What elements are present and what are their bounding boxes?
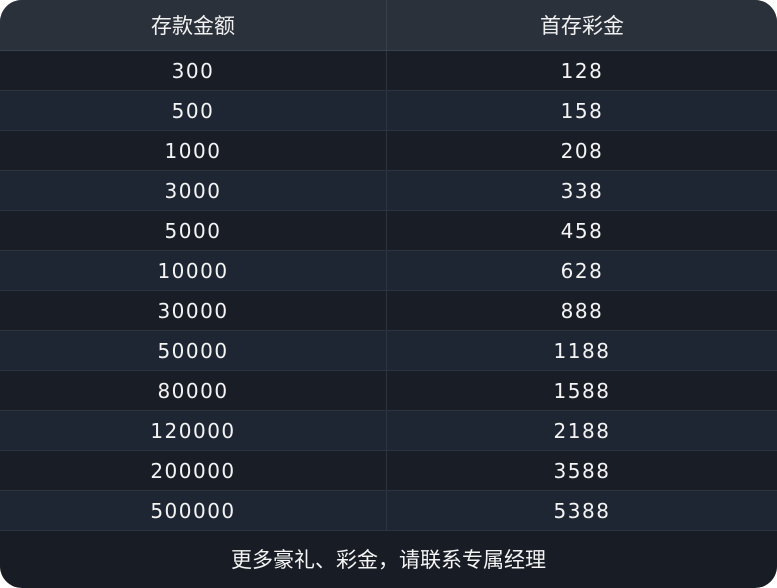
table-row: 80000 1588 xyxy=(0,371,777,411)
deposit-amount-cell: 500000 xyxy=(150,498,236,523)
deposit-amount-cell: 80000 xyxy=(157,378,229,403)
bonus-cell: 1188 xyxy=(386,331,777,370)
table-row: 30000 888 xyxy=(0,291,777,331)
bonus-cell: 628 xyxy=(386,251,777,290)
bonus-cell: 458 xyxy=(386,211,777,250)
footer-note: 更多豪礼、彩金，请联系专属经理 xyxy=(0,531,777,587)
table-row: 300 128 xyxy=(0,51,777,91)
deposit-amount-cell: 3000 xyxy=(164,178,222,203)
deposit-amount-cell: 200000 xyxy=(150,458,236,483)
bonus-cell: 338 xyxy=(386,171,777,210)
deposit-amount-cell: 120000 xyxy=(150,418,236,443)
bonus-cell: 128 xyxy=(386,51,777,90)
deposit-amount-cell: 5000 xyxy=(164,218,222,243)
table-body: 300 128 500 158 1000 208 3000 338 5000 458 10000 62… xyxy=(0,51,777,531)
deposit-amount-cell: 500 xyxy=(171,98,215,123)
bonus-cell: 3588 xyxy=(386,451,777,490)
deposit-amount-cell: 300 xyxy=(171,58,215,83)
header-first-deposit-bonus: 首存彩金 xyxy=(386,0,777,50)
header-deposit-amount: 存款金额 xyxy=(151,14,235,38)
table-row: 500000 5388 xyxy=(0,491,777,531)
table-row: 120000 2188 xyxy=(0,411,777,451)
deposit-amount-cell: 10000 xyxy=(157,258,229,283)
deposit-amount-cell: 1000 xyxy=(164,138,222,163)
bonus-cell: 2188 xyxy=(386,411,777,450)
table-row: 5000 458 xyxy=(0,211,777,251)
table-row: 10000 628 xyxy=(0,251,777,291)
table-row: 3000 338 xyxy=(0,171,777,211)
deposit-amount-cell: 30000 xyxy=(157,298,229,323)
table-row: 50000 1188 xyxy=(0,331,777,371)
table-row: 500 158 xyxy=(0,91,777,131)
table-row: 200000 3588 xyxy=(0,451,777,491)
bonus-cell: 158 xyxy=(386,91,777,130)
bonus-cell: 1588 xyxy=(386,371,777,410)
bonus-cell: 208 xyxy=(386,131,777,170)
bonus-cell: 5388 xyxy=(386,491,777,530)
bonus-cell: 888 xyxy=(386,291,777,330)
table-row: 1000 208 xyxy=(0,131,777,171)
table-header: 存款金额 首存彩金 xyxy=(0,0,777,51)
deposit-amount-cell: 50000 xyxy=(157,338,229,363)
